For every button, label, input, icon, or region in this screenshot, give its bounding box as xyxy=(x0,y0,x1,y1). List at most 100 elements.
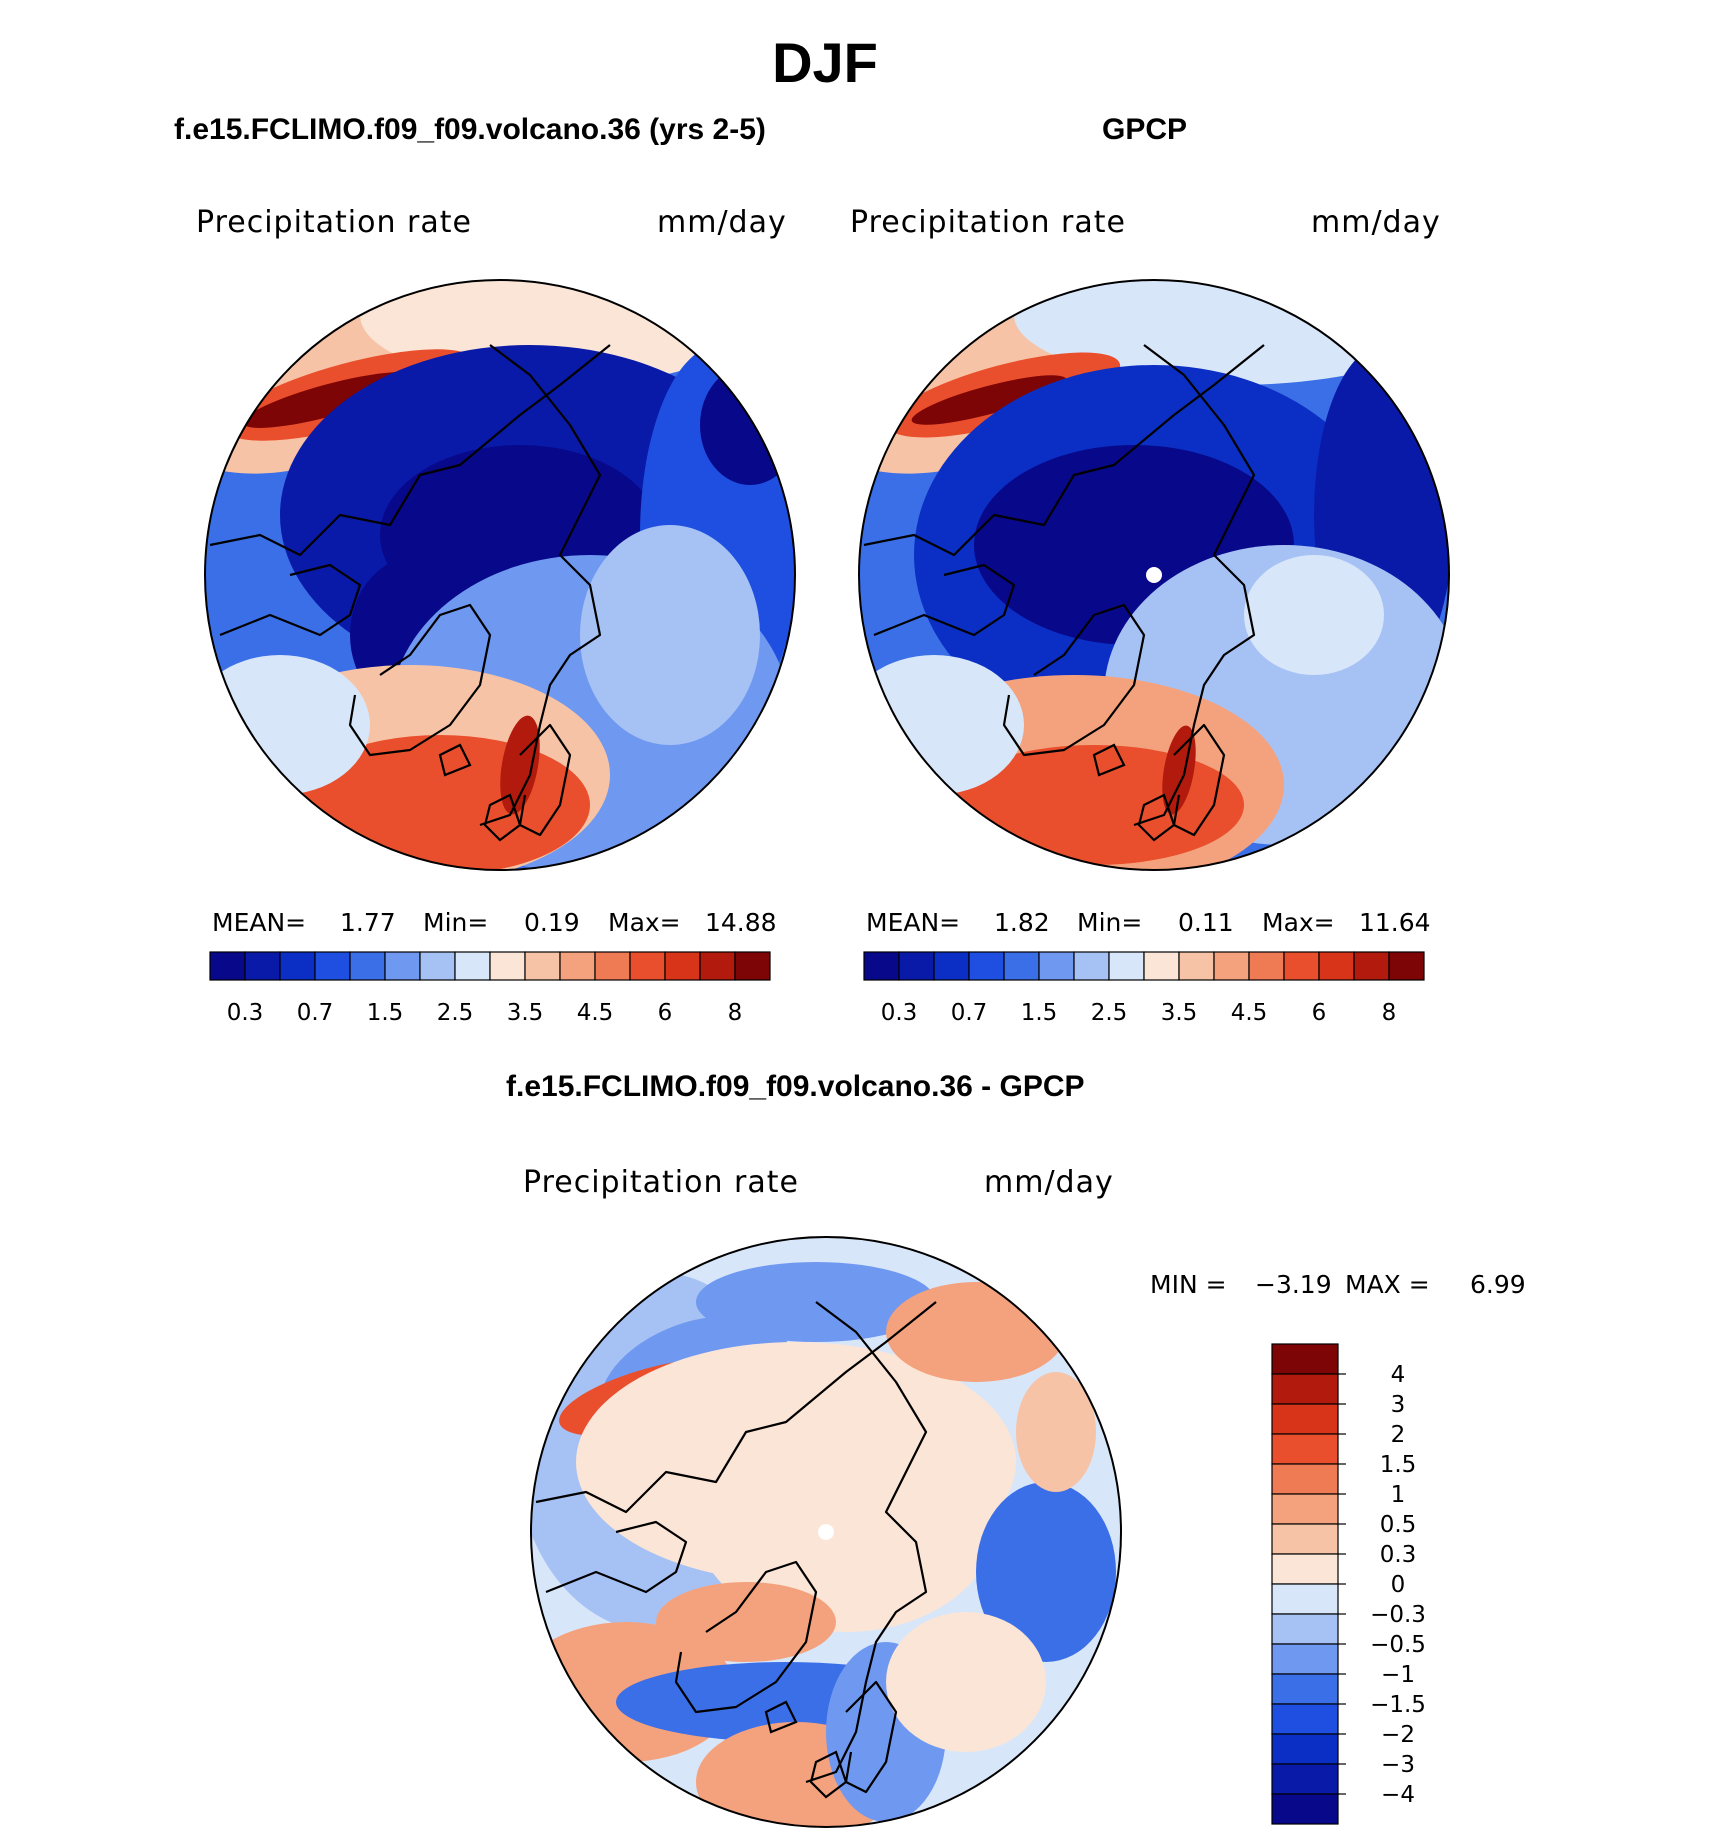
colorbar-swatch xyxy=(898,951,935,981)
colorbar-swatch xyxy=(1271,1553,1339,1585)
colorbar-swatch xyxy=(1271,1493,1339,1525)
colorbar-tick-label: 2 xyxy=(1391,1422,1406,1448)
coastline xyxy=(873,563,1016,637)
colorbar-swatch xyxy=(1248,951,1285,981)
colorbar-swatch xyxy=(699,951,736,981)
colorbar-swatch xyxy=(1271,1343,1339,1375)
contour-region xyxy=(1016,1372,1096,1492)
panel3-max-value: 6.99 xyxy=(1470,1270,1526,1299)
colorbar-swatch xyxy=(1271,1373,1339,1405)
coastline xyxy=(764,1700,798,1734)
map-boundary xyxy=(530,1236,1122,1828)
coastline xyxy=(809,1750,848,1799)
panel2-max-label: Max= xyxy=(1262,908,1335,937)
colorbar-tick-label: 4 xyxy=(1391,1362,1406,1388)
pole-marker xyxy=(1146,567,1162,583)
panel1-title: f.e15.FCLIMO.f09_f09.volcano.36 (yrs 2-5… xyxy=(174,113,766,146)
coastline xyxy=(483,793,522,842)
colorbar-swatch xyxy=(968,951,1005,981)
contour-region xyxy=(205,655,370,795)
colorbar-swatch xyxy=(629,951,666,981)
colorbar-swatch xyxy=(1271,1703,1339,1735)
colorbar-tick-label: −3 xyxy=(1381,1752,1415,1778)
colorbar-swatch xyxy=(664,951,701,981)
panel1-colorbar: 0.3 0.7 1.5 2.5 3.5 4.5 6 8 xyxy=(209,951,771,1026)
colorbar-swatch xyxy=(1283,951,1320,981)
colorbar-tick-label: 3.5 xyxy=(507,1000,544,1026)
colorbar-tick-label: 3 xyxy=(1391,1392,1406,1418)
colorbar-swatch xyxy=(1003,951,1040,981)
contour-region xyxy=(911,375,1067,425)
colorbar-swatch xyxy=(1271,1733,1339,1765)
colorbar-tick-label: 6 xyxy=(658,1000,673,1026)
contour-region xyxy=(976,1482,1116,1662)
coastline xyxy=(1137,793,1176,842)
colorbar-swatch xyxy=(863,951,900,981)
contour-region xyxy=(360,280,760,385)
panel1-units-label: mm/day xyxy=(657,205,787,240)
colorbar-tick-label: 8 xyxy=(1382,1000,1397,1026)
panel3-variable-label: Precipitation rate xyxy=(523,1165,799,1200)
colorbar-swatch xyxy=(1388,951,1425,981)
contour-region xyxy=(1162,725,1196,815)
colorbar-swatch xyxy=(1271,1523,1339,1555)
colorbar-swatch xyxy=(1271,1673,1339,1705)
colorbar-tick-label: 6 xyxy=(1312,1000,1327,1026)
panel2-min-label: Min= xyxy=(1077,908,1143,937)
coastline xyxy=(479,344,602,827)
panel1-max-value: 14.88 xyxy=(705,908,777,937)
colorbar-swatch xyxy=(1271,1613,1339,1645)
colorbar-swatch xyxy=(1271,1463,1339,1495)
panel3-title: f.e15.FCLIMO.f09_f09.volcano.36 - GPCP xyxy=(506,1070,1085,1103)
colorbar-tick-label: −1 xyxy=(1381,1662,1415,1688)
colorbar-swatch xyxy=(1108,951,1145,981)
panel1-min-value: 0.19 xyxy=(524,908,580,937)
colorbar-swatch xyxy=(384,951,421,981)
colorbar-tick-label: 2.5 xyxy=(1091,1000,1128,1026)
colorbar-swatch xyxy=(1271,1793,1339,1825)
colorbar-swatch xyxy=(933,951,970,981)
colorbar-tick-label: 0.5 xyxy=(1380,1512,1417,1538)
panel3-colorbar: 4 3 2 1.5 1 0.5 0.3 0 −0.3 −0.5 −1 −1.5 −2 −3 −4 xyxy=(1271,1343,1426,1825)
panel3-units-label: mm/day xyxy=(984,1165,1114,1200)
contour-region xyxy=(859,655,1024,795)
colorbar-swatch xyxy=(1271,1433,1339,1465)
coastline xyxy=(805,1301,928,1784)
colorbar-tick-label: 1.5 xyxy=(1021,1000,1058,1026)
colorbar-tick-label: 0 xyxy=(1391,1572,1406,1598)
colorbar-tick-label: −0.3 xyxy=(1370,1602,1426,1628)
panel2-mean-label: MEAN= xyxy=(866,908,961,937)
contour-region xyxy=(580,525,760,745)
pole-marker xyxy=(818,1524,834,1540)
panel2-max-value: 11.64 xyxy=(1359,908,1431,937)
coastline xyxy=(674,1560,818,1714)
colorbar-swatch xyxy=(1271,1583,1339,1615)
colorbar-tick-label: 0.7 xyxy=(297,1000,334,1026)
colorbar-swatch xyxy=(1143,951,1180,981)
coastline xyxy=(348,603,492,757)
colorbar-tick-label: −1.5 xyxy=(1370,1692,1426,1718)
colorbar-tick-label: 2.5 xyxy=(437,1000,474,1026)
colorbar-swatch xyxy=(1271,1643,1339,1675)
colorbar-swatch xyxy=(419,951,456,981)
colorbar-tick-label: 0.3 xyxy=(227,1000,264,1026)
colorbar-tick-label: 4.5 xyxy=(1231,1000,1268,1026)
panel2-mean-value: 1.82 xyxy=(994,908,1050,937)
panel2-min-value: 0.11 xyxy=(1178,908,1234,937)
colorbar-tick-label: −0.5 xyxy=(1370,1632,1426,1658)
colorbar-tick-label: 3.5 xyxy=(1161,1000,1198,1026)
panel1-polar-map xyxy=(204,279,796,871)
panel1-max-label: Max= xyxy=(608,908,681,937)
panel1-mean-label: MEAN= xyxy=(212,908,307,937)
contour-region xyxy=(700,365,795,485)
map-boundary xyxy=(858,279,1450,871)
coastline xyxy=(535,1301,937,1514)
colorbar-tick-label: 1.5 xyxy=(367,1000,404,1026)
contour-region xyxy=(696,1412,996,1632)
colorbar-tick-label: 1.5 xyxy=(1380,1452,1417,1478)
colorbar-swatch xyxy=(559,951,596,981)
panel2-units-label: mm/day xyxy=(1311,205,1441,240)
page-title: DJF xyxy=(772,31,878,94)
colorbar-swatch xyxy=(279,951,316,981)
colorbar-swatch xyxy=(314,951,351,981)
